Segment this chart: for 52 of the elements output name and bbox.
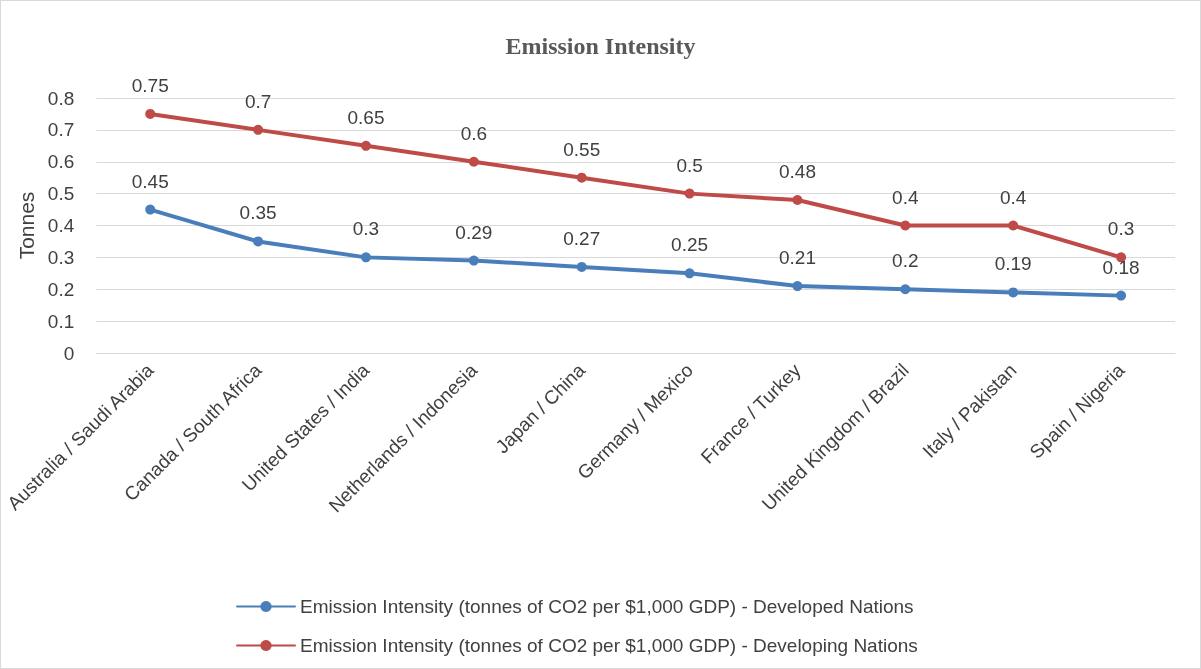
point — [900, 220, 911, 231]
data-label: 0.6 — [460, 122, 488, 144]
data-label: 0.4 — [892, 186, 919, 208]
data-label: 0.19 — [994, 253, 1032, 275]
point — [900, 284, 911, 295]
data-label: 0.35 — [239, 202, 277, 224]
y-tick-label: 0.8 — [47, 87, 75, 109]
y-tick-label: 0.2 — [47, 278, 75, 300]
data-label: 0.7 — [244, 90, 272, 112]
y-tick-label: 0.6 — [47, 151, 75, 173]
data-label: 0.45 — [131, 170, 169, 192]
point — [145, 108, 156, 119]
point — [1008, 287, 1019, 298]
legend-label: Emission Intensity (tonnes of CO2 per $1,000 GDP) - Developing Nations — [300, 635, 918, 656]
point — [360, 140, 371, 151]
point — [360, 252, 371, 263]
data-label: 0.4 — [999, 186, 1027, 208]
point — [792, 281, 803, 292]
point — [253, 236, 264, 247]
y-tick-label: 0 — [63, 342, 75, 364]
data-label: 0.25 — [671, 234, 709, 256]
point — [684, 268, 695, 279]
point — [684, 188, 695, 199]
data-label: 0.48 — [778, 161, 816, 182]
y-tick-label: 0.3 — [47, 246, 75, 268]
data-label: 0.5 — [676, 154, 703, 176]
point — [1116, 290, 1127, 301]
y-tick-label: 0.5 — [47, 183, 75, 205]
point — [253, 124, 264, 135]
chart-title: Emission Intensity — [505, 33, 696, 59]
data-label: 0.3 — [352, 218, 380, 240]
point — [468, 255, 479, 266]
data-label: 0.75 — [131, 74, 169, 96]
point — [792, 195, 803, 205]
y-axis-title: Tonnes — [14, 191, 38, 260]
data-label: 0.29 — [455, 221, 493, 243]
point — [576, 172, 587, 183]
y-tick-label: 0.7 — [47, 119, 75, 141]
data-label: 0.21 — [778, 247, 816, 269]
point — [468, 156, 479, 167]
data-label: 0.55 — [563, 138, 601, 160]
point — [1008, 220, 1019, 231]
y-tick-label: 0.4 — [47, 215, 75, 236]
data-label: 0.65 — [347, 106, 385, 128]
data-label: 0.2 — [892, 250, 919, 272]
point — [576, 261, 587, 272]
data-label: 0.27 — [563, 227, 601, 249]
data-label: 0.3 — [1107, 218, 1135, 240]
point — [145, 204, 156, 215]
legend-label: Emission Intensity (tonnes of CO2 per $1,000 GDP) - Developed Nations — [300, 596, 914, 617]
y-tick-label: 0.1 — [47, 310, 75, 332]
data-label: 0.18 — [1102, 256, 1140, 278]
